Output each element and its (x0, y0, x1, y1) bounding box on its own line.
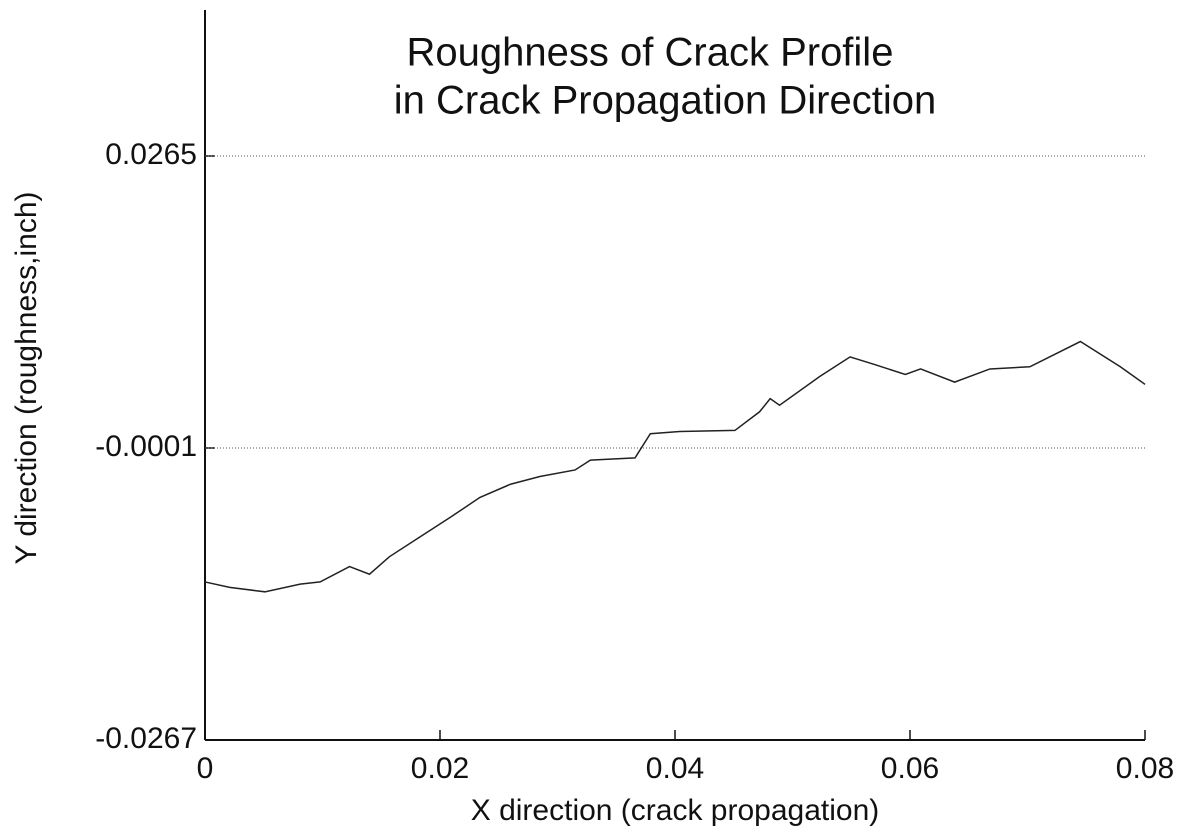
chart-title: Roughness of Crack Profile (407, 31, 894, 75)
x-axis-label: X direction (crack propagation) (471, 794, 880, 827)
x-tick-label: 0.08 (1116, 752, 1174, 785)
x-tick-label: 0 (197, 752, 214, 785)
x-tick-label: 0.06 (881, 752, 939, 785)
y-tick-label: -0.0267 (95, 722, 197, 755)
x-tick-label: 0.04 (646, 752, 704, 785)
y-axis-label: Y direction (roughness,inch) (10, 192, 43, 565)
x-tick-label: 0.02 (411, 752, 469, 785)
y-tick-label: -0.0001 (95, 430, 197, 463)
data-line (204, 340, 1146, 593)
chart-title: in Crack Propagation Direction (394, 79, 936, 123)
y-tick-label: 0.0265 (105, 138, 197, 171)
